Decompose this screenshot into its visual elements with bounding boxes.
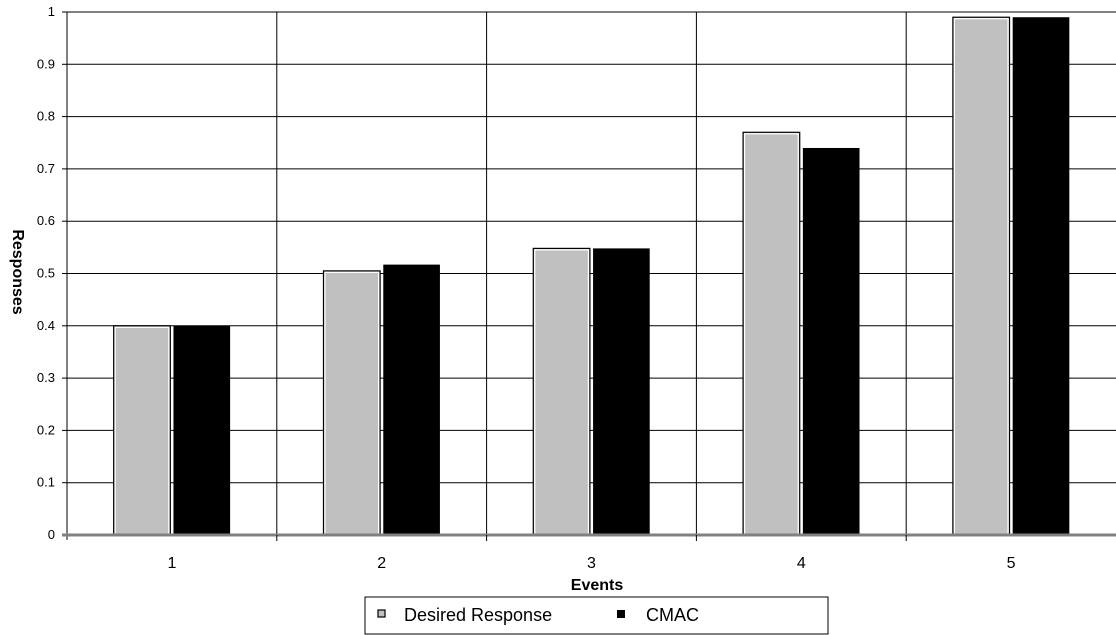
x-tick-label: 3 — [587, 555, 596, 572]
bar-cmac-4 — [802, 147, 860, 536]
bars — [113, 16, 1070, 536]
bar-cmac-5 — [1012, 17, 1070, 536]
legend-frame — [364, 596, 829, 635]
y-axis-title: Responses — [9, 229, 26, 314]
bar-cmac-3 — [593, 248, 650, 535]
bar-desired-response-3 — [532, 247, 591, 536]
bar-cmac-1 — [173, 325, 231, 535]
x-tick-label: 4 — [797, 555, 806, 572]
y-tick-label: 0.7 — [37, 161, 55, 176]
legend-label-desired-response: Desired Response — [404, 605, 552, 625]
y-tick-label: 0.6 — [37, 213, 55, 228]
y-tick-label: 1 — [48, 4, 55, 19]
bar-desired-response-5 — [952, 16, 1011, 536]
y-tick-label: 0.9 — [37, 56, 55, 71]
y-tick-label: 0.1 — [37, 475, 55, 490]
axes — [62, 11, 1116, 541]
x-tick-label: 2 — [377, 555, 386, 572]
y-tick-label: 0.5 — [37, 266, 55, 281]
legend-label-cmac: CMAC — [646, 605, 699, 625]
y-tick-label: 0.4 — [37, 318, 55, 333]
x-axis-title: Events — [571, 577, 624, 594]
bar-desired-response-4 — [742, 131, 801, 536]
y-tick-label: 0.2 — [37, 422, 55, 437]
legend-swatch-desired-response — [377, 609, 386, 618]
y-tick-label: 0.3 — [37, 370, 55, 385]
x-tick-labels: 1 2 3 4 5 — [167, 555, 1015, 572]
legend: Desired Response CMAC — [364, 596, 829, 635]
bar-cmac-2 — [383, 264, 440, 535]
bar-desired-response-1 — [113, 325, 171, 536]
x-tick-label: 5 — [1007, 555, 1016, 572]
x-tick-label: 1 — [167, 555, 176, 572]
y-tick-labels: 0 0.1 0.2 0.3 0.4 0.5 0.6 0.7 0.8 0.9 1 — [37, 4, 55, 542]
y-tick-label: 0.8 — [37, 109, 55, 124]
legend-swatch-cmac — [617, 610, 625, 618]
y-tick-label: 0 — [48, 527, 55, 542]
bar-desired-response-2 — [322, 270, 381, 536]
grid — [67, 11, 1116, 535]
